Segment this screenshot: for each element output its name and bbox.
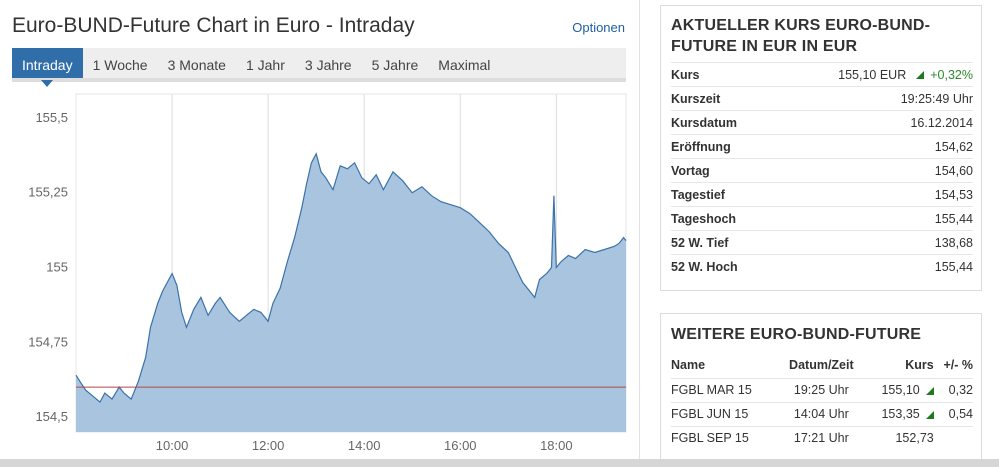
quote-value: 154,62 xyxy=(770,134,973,159)
quote-value: 155,44 xyxy=(770,206,973,231)
chart-panel: Euro-BUND-Future Chart in Euro - Intrada… xyxy=(12,0,640,467)
quote-value: 155,10 EUR +0,32% xyxy=(770,62,973,87)
trend-up-icon xyxy=(925,386,934,395)
quote-label: Kursdatum xyxy=(671,110,771,135)
price-line xyxy=(75,152,627,404)
x-tick-label: 10:00 xyxy=(156,438,189,453)
future-price-value: 153,35 xyxy=(881,407,920,421)
table-row[interactable]: FGBL JUN 15 14:04 Uhr 153,35 0,54 xyxy=(671,401,973,426)
y-tick-label: 154,5 xyxy=(35,409,68,424)
tab-1-woche[interactable]: 1 Woche xyxy=(92,57,148,73)
quote-label: Kurs xyxy=(671,62,771,87)
quote-label: Eröffnung xyxy=(671,134,771,159)
future-price-value: 155,10 xyxy=(881,383,920,397)
timeframe-tabs: Intraday 1 Woche 3 Monate 1 Jahr 3 Jahre… xyxy=(12,48,626,87)
future-time: 14:04 Uhr xyxy=(778,401,865,426)
quote-value: 19:25:49 Uhr xyxy=(770,86,973,111)
table-row[interactable]: FGBL SEP 15 17:21 Uhr 152,73 xyxy=(671,425,973,450)
tab-1-jahr[interactable]: 1 Jahr xyxy=(245,57,285,73)
future-price: 155,10 xyxy=(864,377,934,402)
future-time: 19:25 Uhr xyxy=(778,377,865,402)
y-tick-label: 154,75 xyxy=(28,334,68,349)
future-name-link[interactable]: FGBL MAR 15 xyxy=(671,377,779,402)
tab-3-monate[interactable]: 3 Monate xyxy=(167,57,226,73)
tab-maximal[interactable]: Maximal xyxy=(438,57,491,73)
current-quote-title: AKTUELLER KURS EURO-BUND-FUTURE IN EUR I… xyxy=(671,17,931,55)
tab-5-jahre[interactable]: 5 Jahre xyxy=(371,57,419,73)
table-row[interactable]: FGBL MAR 15 19:25 Uhr 155,10 0,32 xyxy=(671,377,973,402)
quote-value: 16.12.2014 xyxy=(770,110,973,135)
future-change: 0,32 xyxy=(933,377,973,402)
tab-intraday[interactable]: Intraday xyxy=(12,48,83,87)
quote-label: 52 W. Tief xyxy=(671,230,771,255)
future-name-link[interactable]: FGBL SEP 15 xyxy=(671,425,779,450)
table-row: Kurs 155,10 EUR +0,32% xyxy=(671,62,973,87)
trend-up-icon xyxy=(925,410,934,419)
column-header-change[interactable]: +/- % xyxy=(943,357,973,372)
price-area xyxy=(76,153,626,433)
table-row: Tagestief 154,53 xyxy=(671,182,973,207)
y-tick-label: 155,25 xyxy=(28,185,68,200)
quote-label: Vortag xyxy=(671,158,771,183)
current-quote-box: AKTUELLER KURS EURO-BUND-FUTURE IN EUR I… xyxy=(660,5,982,291)
quote-label: Kurszeit xyxy=(671,86,771,111)
quote-label: Tageshoch xyxy=(671,206,771,231)
horizontal-scrollbar[interactable] xyxy=(0,459,999,467)
table-header-row: Name Datum/Zeit Kurs +/- % xyxy=(671,352,973,378)
future-price: 153,35 xyxy=(864,401,934,426)
more-futures-title: WEITERE EURO-BUND-FUTURE xyxy=(671,326,922,343)
table-row: Eröffnung 154,62 xyxy=(671,134,973,159)
quote-value: 154,53 xyxy=(770,182,973,207)
quote-value: 138,68 xyxy=(770,230,973,255)
more-futures-box: WEITERE EURO-BUND-FUTURE Name Datum/Zeit… xyxy=(660,313,982,467)
future-name-link[interactable]: FGBL JUN 15 xyxy=(671,401,779,426)
y-tick-label: 155 xyxy=(46,259,68,274)
options-link[interactable]: Optionen xyxy=(572,20,625,35)
x-tick-label: 12:00 xyxy=(252,438,285,453)
change-percent: +0,32% xyxy=(930,67,973,82)
quote-value: 155,44 xyxy=(770,254,973,279)
quote-value: 154,60 xyxy=(770,158,973,183)
price-value: 155,10 EUR xyxy=(838,67,907,82)
table-row: Tageshoch 155,44 xyxy=(671,206,973,231)
future-price: 152,73 xyxy=(864,425,934,450)
table-row: Kursdatum 16.12.2014 xyxy=(671,110,973,135)
quote-label: 52 W. Hoch xyxy=(671,254,771,279)
column-header-time[interactable]: Datum/Zeit xyxy=(789,357,854,372)
intraday-chart: 154,5 154,75 155 155,25 155,5 10:00 12:00 14:0… xyxy=(12,90,628,460)
trend-up-icon xyxy=(916,71,925,80)
table-row: 52 W. Tief 138,68 xyxy=(671,230,973,255)
table-row: Kurszeit 19:25:49 Uhr xyxy=(671,86,973,111)
y-tick-label: 155,5 xyxy=(35,110,68,125)
x-tick-label: 14:00 xyxy=(348,438,381,453)
tab-3-jahre[interactable]: 3 Jahre xyxy=(304,57,352,73)
x-tick-label: 16:00 xyxy=(444,438,477,453)
futures-table: Name Datum/Zeit Kurs +/- % FGBL MAR 15 1… xyxy=(671,352,973,450)
quote-label: Tagestief xyxy=(671,182,771,207)
y-axis-ticks: 154,5 154,75 155 155,25 155,5 xyxy=(28,110,68,424)
future-change: 0,54 xyxy=(933,401,973,426)
column-header-name[interactable]: Name xyxy=(671,357,706,372)
chart-title: Euro-BUND-Future Chart in Euro - Intrada… xyxy=(12,14,415,37)
table-row: Vortag 154,60 xyxy=(671,158,973,183)
column-header-price[interactable]: Kurs xyxy=(905,357,934,372)
quote-table: Kurs 155,10 EUR +0,32% Kurszeit 19:25:49 … xyxy=(671,62,973,279)
future-change xyxy=(933,425,973,450)
x-axis-ticks: 10:00 12:00 14:00 16:00 18:00 xyxy=(156,438,573,453)
intraday-chart-svg: 154,5 154,75 155 155,25 155,5 10:00 12:00 14:0… xyxy=(28,93,627,453)
future-time: 17:21 Uhr xyxy=(778,425,865,450)
x-tick-label: 18:00 xyxy=(540,438,573,453)
table-row: 52 W. Hoch 155,44 xyxy=(671,254,973,279)
